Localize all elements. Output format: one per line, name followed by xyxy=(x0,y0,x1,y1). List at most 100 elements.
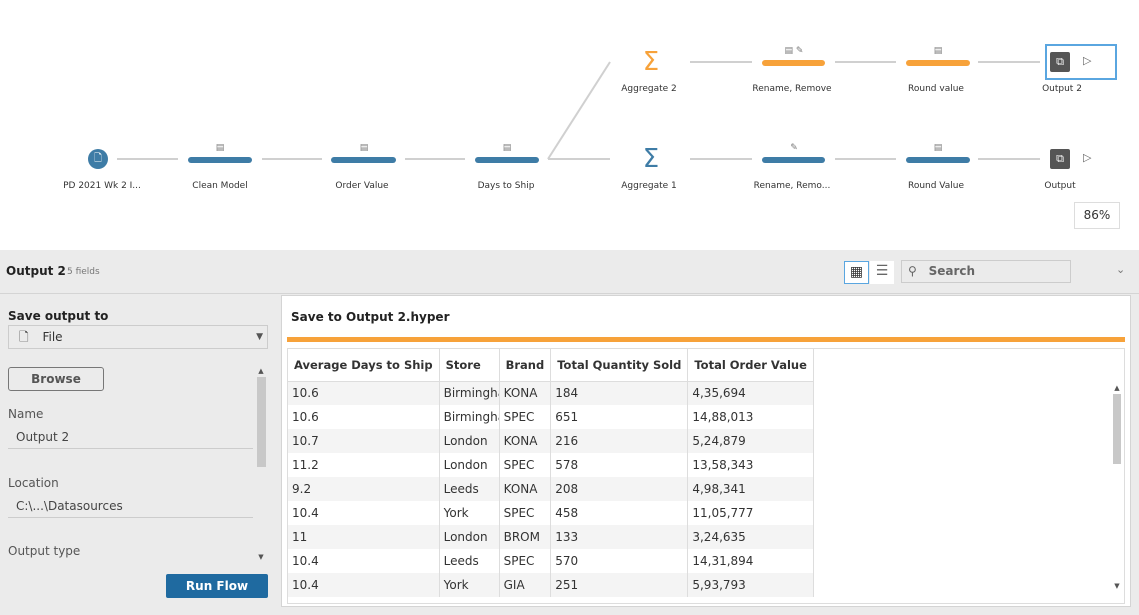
node-label: Order Value xyxy=(335,181,389,191)
table-row: 11.2 London SPEC 578 13,58,343 xyxy=(288,453,814,477)
save-to-title: Save to Output 2.hyper xyxy=(291,310,450,324)
table-cell: SPEC xyxy=(499,501,552,525)
table-row: 11 London BROM 133 3,24,635 xyxy=(288,525,814,549)
grid-scrollbar[interactable]: ▲ ▼ xyxy=(1113,384,1121,590)
settings-scrollbar[interactable]: ▲ ▼ xyxy=(256,367,266,561)
save-output-to-label: Save output to xyxy=(8,309,109,323)
list-view-button[interactable]: ☰ xyxy=(870,261,894,284)
table-cell: 11 xyxy=(288,525,440,549)
output-2-node-selected[interactable] xyxy=(1045,44,1117,80)
table-row: 10.6BirminghamKONA1844,35,694 xyxy=(288,381,814,405)
table-cell: 5,24,879 xyxy=(687,429,814,453)
table-icon: ▦ xyxy=(849,264,864,280)
clean-model-node[interactable] xyxy=(188,157,252,163)
table-cell: 11.2 xyxy=(288,453,440,477)
rename-remove-1-node[interactable] xyxy=(762,157,825,163)
rename-remove-node[interactable] xyxy=(762,60,825,66)
table-cell: 458 xyxy=(550,501,689,525)
save-output-dropdown[interactable]: 🗋 File ▼ xyxy=(8,325,268,349)
table-cell: 11,05,777 xyxy=(687,501,814,525)
table-cell: London xyxy=(439,453,500,477)
table-cell: York xyxy=(439,501,500,525)
table-cell: Leeds xyxy=(439,477,500,501)
days-to-ship-node[interactable] xyxy=(475,157,539,163)
table-cell: 133 xyxy=(550,525,689,549)
file-icon: 🗋 xyxy=(93,153,103,164)
round-value-1-node[interactable] xyxy=(906,157,970,163)
table-cell: 184 xyxy=(550,381,689,405)
location-field[interactable]: C:\...\Datasources xyxy=(8,499,253,518)
table-cell: 13,58,343 xyxy=(687,453,814,477)
node-label: Round Value xyxy=(907,181,965,191)
round-value-node[interactable] xyxy=(906,60,970,66)
column-header[interactable]: Total Order Value xyxy=(687,349,814,382)
output-icon[interactable]: ⧉ xyxy=(1050,149,1070,169)
table-cell: 9.2 xyxy=(288,477,440,501)
flow-canvas[interactable]: 🗋 PD 2021 Wk 2 I... ▤ Clean Model ▤ Orde… xyxy=(0,0,1139,250)
table-cell: 651 xyxy=(550,405,689,429)
table-cell: 10.6 xyxy=(288,405,440,429)
aggregate-2-sigma-icon[interactable]: Σ xyxy=(642,47,660,77)
table-cell: 10.4 xyxy=(288,549,440,573)
node-label: Output 2 xyxy=(1042,84,1082,94)
collapse-chevron-icon[interactable]: ⌄ xyxy=(1116,263,1126,276)
zoom-level[interactable]: 86% xyxy=(1074,202,1120,229)
run-flow-button[interactable]: Run Flow xyxy=(166,574,268,598)
table-row: 10.4 York GIA 251 5,93,793 xyxy=(288,573,814,597)
clean-icon: ▤ xyxy=(215,143,225,153)
table-cell: SPEC xyxy=(499,549,552,573)
column-header[interactable]: Total Quantity Sold xyxy=(550,349,689,382)
search-icon: ⚲ xyxy=(908,264,917,278)
table-cell: SPEC xyxy=(499,453,552,477)
table-cell: 570 xyxy=(550,549,689,573)
run-output-play-icon[interactable]: ▷ xyxy=(1083,151,1092,164)
table-row: 10.7 London KONA 216 5,24,879 xyxy=(288,429,814,453)
field-count: 5 fields xyxy=(67,267,100,277)
name-field[interactable]: Output 2 xyxy=(8,430,253,449)
profile-header: Output 2 5 fields ▦ ☰ ⚲ Search ⌄ xyxy=(0,250,1139,294)
save-type-value: File xyxy=(42,330,63,344)
orange-accent-bar xyxy=(287,337,1125,342)
output-preview-panel: Save to Output 2.hyper Average Days to S… xyxy=(281,295,1131,607)
run-output-2-play-icon[interactable]: ▷ xyxy=(1083,54,1092,67)
table-cell: 5,93,793 xyxy=(687,573,814,597)
clean-rename-icon: ▤ ✎ xyxy=(784,46,804,56)
table-view-button[interactable]: ▦ xyxy=(844,261,869,284)
table-cell: Birmingham xyxy=(439,381,500,405)
table-row: 10.6BirminghamSPEC65114,88,013 xyxy=(288,405,814,429)
node-label: Aggregate 1 xyxy=(621,181,677,191)
table-cell: 208 xyxy=(550,477,689,501)
table-row: 10.4 Leeds SPEC 570 14,31,894 xyxy=(288,549,814,573)
column-header[interactable]: Brand xyxy=(499,349,552,382)
output-settings-panel: Save output to 🗋 File ▼ Browse Name Outp… xyxy=(0,295,280,615)
table-cell: 251 xyxy=(550,573,689,597)
table-cell: GIA xyxy=(499,573,552,597)
browse-button[interactable]: Browse xyxy=(8,367,104,391)
aggregate-1-sigma-icon[interactable]: Σ xyxy=(642,144,660,174)
table-cell: 10.6 xyxy=(288,381,440,405)
table-cell: 14,31,894 xyxy=(687,549,814,573)
table-cell: BROM xyxy=(499,525,552,549)
table-row: 10.4 York SPEC 458 11,05,777 xyxy=(288,501,814,525)
column-header[interactable]: Store xyxy=(439,349,500,382)
input-node[interactable]: 🗋 xyxy=(88,149,108,169)
table-cell: 10.4 xyxy=(288,501,440,525)
data-grid-frame xyxy=(287,348,1125,604)
table-cell: London xyxy=(439,429,500,453)
node-label: Rename, Remo... xyxy=(753,181,831,191)
table-cell: 216 xyxy=(550,429,689,453)
order-value-node[interactable] xyxy=(331,157,396,163)
node-label: Rename, Remove xyxy=(752,84,832,94)
clean-icon: ▤ xyxy=(933,46,943,56)
location-label: Location xyxy=(8,476,59,490)
clean-icon: ▤ xyxy=(359,143,369,153)
name-label: Name xyxy=(8,407,44,421)
table-cell: KONA xyxy=(499,477,552,501)
column-header[interactable]: Average Days to Ship xyxy=(288,349,440,382)
node-label: Round value xyxy=(908,84,964,94)
node-label: Output xyxy=(1044,181,1076,191)
table-cell: 4,98,341 xyxy=(687,477,814,501)
search-input[interactable]: ⚲ Search xyxy=(901,260,1071,283)
table-cell: 14,88,013 xyxy=(687,405,814,429)
table-cell: 10.4 xyxy=(288,573,440,597)
